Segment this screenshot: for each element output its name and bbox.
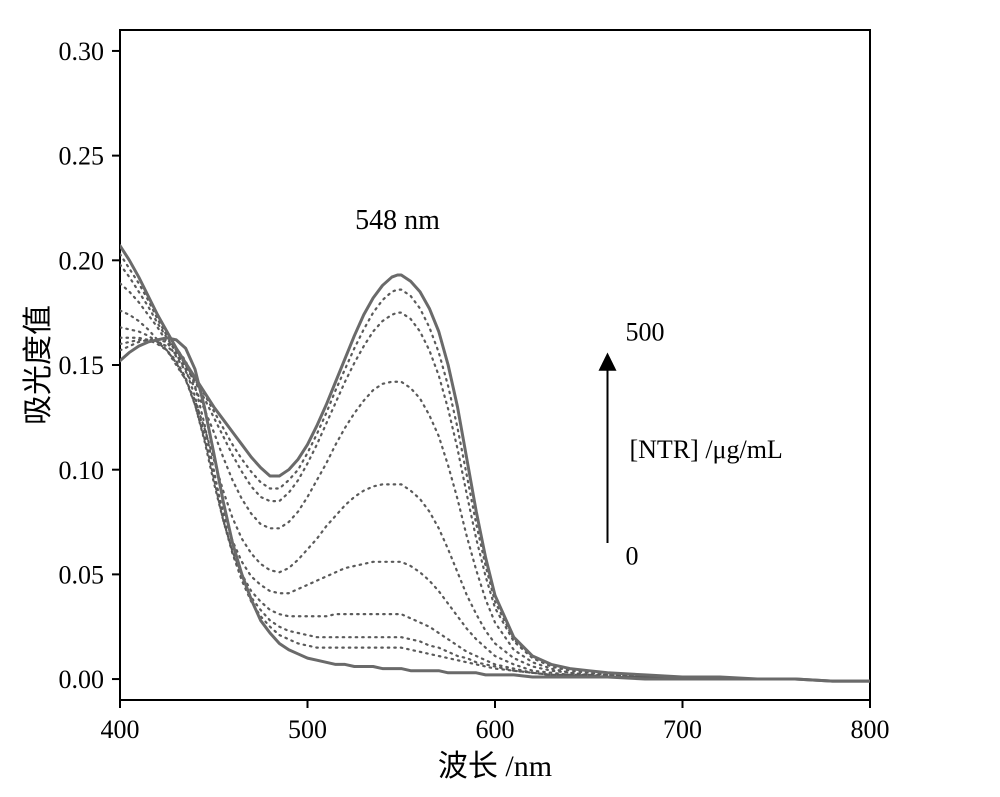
x-tick-label: 800 xyxy=(851,715,890,744)
x-tick-label: 400 xyxy=(101,715,140,744)
spectrum-dotted-0 xyxy=(120,340,870,681)
x-tick-label: 500 xyxy=(288,715,327,744)
y-tick-label: 0.30 xyxy=(59,37,105,66)
concentration-bottom-label: 0 xyxy=(626,542,639,571)
y-tick-label: 0.05 xyxy=(59,560,105,589)
x-tick-label: 600 xyxy=(476,715,515,744)
spectrum-dotted-2 xyxy=(120,338,870,681)
y-tick-label: 0.15 xyxy=(59,351,105,380)
x-axis-title: 波长 /nm xyxy=(438,750,552,783)
spectrum-dotted-1 xyxy=(120,340,870,681)
y-tick-label: 0.00 xyxy=(59,665,105,694)
peak-label: 548 nm xyxy=(355,205,440,236)
spectrum-dotted-6 xyxy=(120,265,870,682)
spectrum-dotted-5 xyxy=(120,283,870,681)
concentration-unit-label: [NTR] /μg/mL xyxy=(630,435,783,464)
spectrum-chart: 400 500 600 700 800 波长 /nm 0.00 0.05 0.10 0.15 0.2… xyxy=(0,0,1000,797)
y-tick-label: 0.20 xyxy=(59,246,105,275)
spectrum-dotted-3 xyxy=(120,327,870,681)
y-tick-label: 0.10 xyxy=(59,456,105,485)
concentration-arrow-head xyxy=(599,353,617,371)
x-tick-label: 700 xyxy=(663,715,702,744)
spectrum-baseline-solid xyxy=(120,338,870,681)
spectrum-dotted-7 xyxy=(120,254,870,681)
y-axis-title: 吸光度值 xyxy=(22,305,55,425)
spectrum-dotted-4 xyxy=(120,311,870,682)
chart-svg: 400 500 600 700 800 波长 /nm 0.00 0.05 0.10 0.15 0.2… xyxy=(0,0,1000,797)
y-tick-label: 0.25 xyxy=(59,142,105,171)
concentration-top-label: 500 xyxy=(626,318,665,347)
plot-frame xyxy=(120,30,870,700)
